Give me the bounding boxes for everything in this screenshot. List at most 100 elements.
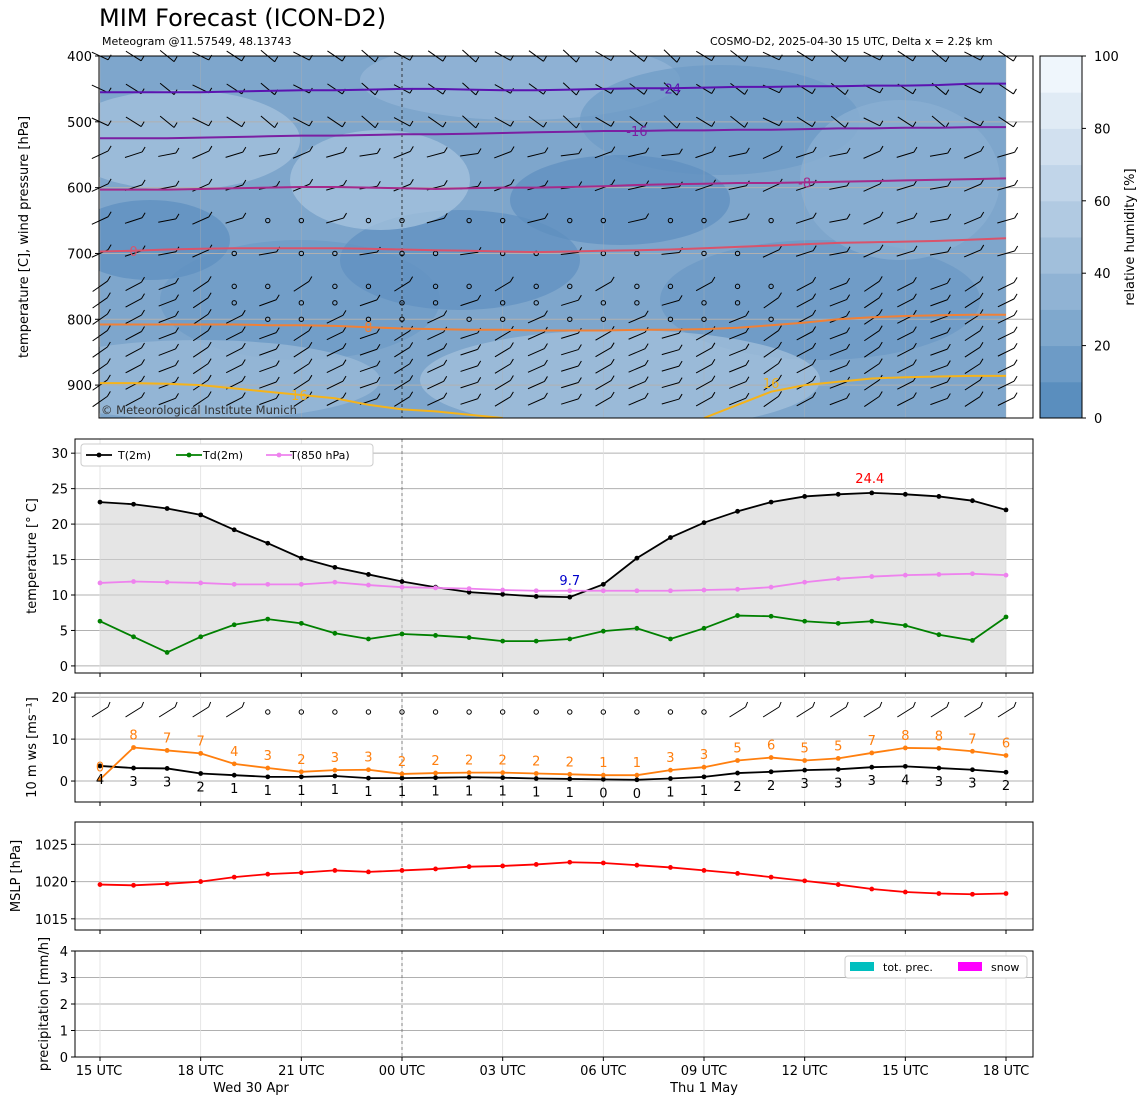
wind-point <box>164 748 170 753</box>
wind-barb-flag <box>778 341 782 348</box>
wind-point <box>399 775 405 781</box>
wind-barb <box>997 281 1015 291</box>
wind-barb-flag <box>208 701 212 708</box>
mslp-series-line <box>99 861 1007 896</box>
wind-barb <box>327 83 343 95</box>
wind-barb <box>192 216 210 225</box>
wind-barb <box>729 381 747 389</box>
wind-calm-marker <box>701 709 707 715</box>
wind-barb <box>997 331 1015 341</box>
wind-barb <box>494 117 511 127</box>
wind-barb-flag <box>912 359 917 365</box>
wind-barb-flag <box>141 326 145 332</box>
temp-point <box>835 491 841 497</box>
wind-barb <box>897 397 914 407</box>
temp-legend-box <box>80 443 374 467</box>
temp-point <box>231 527 237 533</box>
wind-barb <box>595 347 612 358</box>
wind-barb-flag <box>778 145 783 152</box>
temp-point <box>1003 507 1009 513</box>
wind-point <box>399 771 405 777</box>
humidity-blob <box>660 240 980 360</box>
wind-barb-flag <box>141 179 146 186</box>
xtick-label: 15 UTC <box>882 1064 928 1079</box>
wind-barb <box>225 364 243 374</box>
wind-barb-flag <box>443 310 448 316</box>
wind-barb-flag <box>1013 359 1018 365</box>
wind-barb <box>696 116 712 127</box>
wind-barb-flag <box>207 374 212 381</box>
wind-barb <box>897 281 914 291</box>
wind-barb <box>460 299 478 307</box>
mslp-ytick-label: 1015 <box>35 913 68 928</box>
calm-wind-marker <box>567 283 573 290</box>
wind-barb-flag <box>711 88 716 94</box>
precip-legend-swatch <box>850 962 874 971</box>
temp-point <box>735 613 740 618</box>
wind-barb <box>863 183 881 192</box>
calm-wind-marker <box>667 316 674 322</box>
wind-barb-flag <box>1013 375 1018 382</box>
wind-barb <box>494 363 511 374</box>
wind-gust-label: 7 <box>968 732 976 747</box>
wind-barb <box>864 379 880 391</box>
wind-gust-label: 2 <box>566 755 574 770</box>
wind-barb-flag <box>577 377 582 383</box>
wind-barb-flag <box>276 180 281 187</box>
wind-barb <box>394 379 410 391</box>
wind-barb <box>964 313 981 325</box>
wind-barb-flag <box>140 121 145 127</box>
wind-barb <box>192 313 209 325</box>
wind-barb-flag <box>175 376 179 383</box>
wind-barb-flag <box>645 147 650 153</box>
wind-barb <box>997 314 1015 324</box>
temp-point <box>802 579 808 585</box>
wind-barb-flag <box>711 276 716 283</box>
wind-speed-label: 1 <box>331 783 339 798</box>
wind-barb-flag <box>409 391 414 398</box>
wind-barb-flag <box>477 294 482 301</box>
temp-point <box>600 628 606 634</box>
temp-point <box>231 581 237 587</box>
wind-barb <box>359 251 378 256</box>
calm-wind-marker <box>231 283 237 290</box>
temp-min-annotation: 9.7 <box>559 574 580 589</box>
wind-barb-flag <box>878 292 883 299</box>
calm-wind-marker <box>533 300 539 306</box>
wind-barb <box>661 153 680 157</box>
wind-barb-flag <box>477 181 482 187</box>
wind-barb <box>661 186 680 190</box>
wind-barb <box>929 251 948 256</box>
wind-barb-flag <box>175 310 179 317</box>
calm-wind-marker <box>667 283 674 290</box>
wind-barb <box>661 365 680 372</box>
precip-frame <box>74 950 1034 1058</box>
temp-point <box>902 491 908 497</box>
wind-barb <box>796 363 813 374</box>
calm-wind-marker <box>734 283 741 290</box>
chart-subtitle-location: Meteogram @11.57549, 48.13743 <box>102 35 292 48</box>
wind-barb <box>595 396 612 407</box>
temp-point <box>399 584 405 590</box>
wind-barb-flag <box>475 122 480 129</box>
wind-barb-flag <box>106 374 111 381</box>
calm-wind-marker <box>365 217 372 224</box>
wind-barb-flag <box>106 308 111 315</box>
wind-barb <box>258 152 277 157</box>
wind-barb <box>527 331 545 340</box>
wind-barb-flag <box>241 121 246 127</box>
wind-barb <box>226 116 243 128</box>
wind-barb-flag <box>309 145 314 152</box>
wind-barb <box>326 217 344 224</box>
wind-barb-flag <box>980 244 985 251</box>
temp-max-annotation: 24.4 <box>855 472 884 487</box>
wind-point <box>768 769 774 775</box>
wind-barb <box>326 364 344 374</box>
humidity-blob <box>99 340 380 418</box>
calm-wind-marker <box>667 217 674 224</box>
wind-barb <box>394 396 410 407</box>
wind-barb-flag <box>477 360 482 367</box>
wind-barb <box>259 365 277 373</box>
wind-barb <box>92 280 108 292</box>
temp-point <box>366 582 371 588</box>
